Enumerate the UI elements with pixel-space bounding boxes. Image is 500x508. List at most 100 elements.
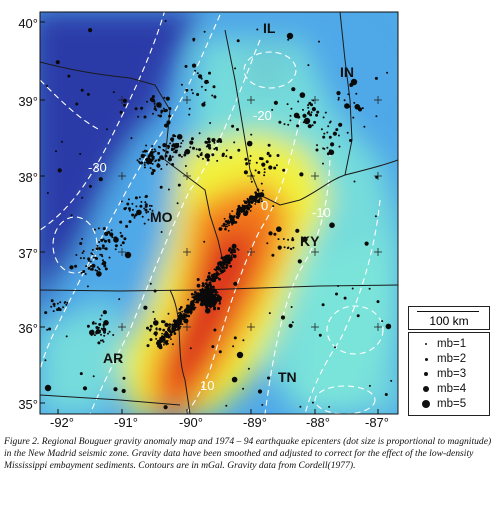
epicenter-dot: [214, 146, 218, 150]
epicenter-dot: [169, 154, 172, 157]
epicenter-dot: [139, 204, 143, 208]
epicenter-dot: [162, 328, 166, 332]
epicenter-dot: [238, 212, 241, 215]
epicenter-dot: [97, 332, 100, 334]
epicenter-dot: [207, 137, 210, 141]
epicenter-dot: [171, 155, 174, 158]
epicenter-dot: [145, 158, 148, 161]
epicenter-dot: [161, 332, 164, 335]
epicenter-dot: [244, 157, 248, 161]
epicenter-dot: [96, 266, 99, 269]
epicenter-dot: [218, 302, 221, 305]
epicenter-dot: [145, 150, 148, 153]
epicenter-dot: [241, 204, 244, 207]
epicenter-dot: [48, 327, 52, 331]
epicenter-dot: [216, 291, 219, 294]
epicenter-dot: [368, 287, 371, 290]
state-label-in: IN: [340, 64, 354, 80]
epicenter-dot: [268, 312, 271, 315]
epicenter-dot: [307, 124, 312, 129]
epicenter-dot: [189, 347, 192, 350]
epicenter-dot: [249, 210, 252, 212]
epicenter-dot: [94, 256, 97, 259]
legend-label-mb2: mb=2: [437, 353, 467, 365]
epicenter-dot: [149, 282, 152, 285]
epicenter-dot: [191, 92, 194, 95]
epicenter-dot: [212, 302, 216, 306]
epicenter-dot: [291, 321, 294, 324]
epicenter-dot: [92, 375, 95, 378]
lon-label-90: -90°: [179, 415, 203, 430]
lat-label-37: 37°: [18, 246, 38, 261]
epicenter-dot: [96, 269, 99, 272]
epicenter-dot: [188, 113, 191, 116]
epicenter-dot: [244, 200, 248, 205]
epicenter-dot: [273, 100, 278, 105]
epicenter-dot: [329, 120, 332, 123]
epicenter-dot: [157, 114, 160, 117]
epicenter-dot: [230, 256, 233, 259]
epicenter-dot: [153, 320, 159, 326]
epicenter-dot: [108, 330, 111, 333]
epicenter-dot: [188, 107, 191, 110]
epicenter-dot: [227, 259, 230, 261]
epicenter-dot: [191, 63, 197, 68]
epicenter-dot: [149, 338, 153, 342]
legend-label-mb3: mb=3: [437, 368, 467, 380]
lon-label-91: -91°: [114, 415, 138, 430]
epicenter-dot: [228, 254, 231, 257]
epicenter-dot: [297, 259, 302, 264]
epicenter-dot: [151, 209, 154, 212]
lat-label-39: 39°: [18, 94, 38, 109]
epicenter-dot: [128, 207, 131, 211]
epicenter-dot: [133, 216, 136, 219]
epicenter-dot: [233, 141, 236, 144]
epicenter-dot: [316, 110, 320, 114]
epicenter-dot: [149, 167, 152, 170]
epicenter-dot: [229, 156, 233, 159]
epicenter-dot: [120, 234, 124, 238]
epicenter-dot: [157, 339, 160, 343]
epicenter-dot: [173, 332, 177, 335]
epicenter-dot: [173, 142, 180, 149]
epicenter-dot: [102, 324, 105, 327]
epicenter-dot: [143, 154, 146, 157]
epicenter-dot: [175, 329, 178, 331]
epicenter-dot: [335, 128, 339, 132]
epicenter-dot: [242, 387, 245, 390]
epicenter-dot: [190, 88, 193, 91]
epicenter-dot: [249, 155, 252, 157]
epicenter-dot: [211, 94, 214, 97]
epicenter-dot: [368, 384, 371, 387]
legend-label-mb4: mb=4: [437, 383, 467, 395]
epicenter-dot: [192, 146, 195, 150]
epicenter-dot: [102, 238, 105, 241]
epicenter-dot: [288, 323, 293, 328]
epicenter-dot: [220, 272, 222, 275]
epicenter-dot: [237, 204, 241, 208]
epicenter-dot: [199, 289, 203, 292]
epicenter-dot: [98, 247, 101, 249]
epicenter-dot: [169, 330, 172, 333]
epicenter-dot: [336, 91, 341, 96]
epicenter-dot: [90, 267, 94, 271]
epicenter-dot: [220, 269, 225, 274]
epicenter-dot: [169, 336, 172, 338]
graticule: [118, 96, 382, 331]
epicenter-dot: [176, 323, 179, 326]
epicenter-dot: [228, 224, 230, 227]
epicenter-dot: [162, 143, 167, 148]
epicenter-dot: [173, 151, 176, 154]
epicenter-dot: [257, 194, 261, 197]
epicenter-dot: [338, 145, 341, 148]
epicenter-dot: [157, 163, 160, 165]
epicenter-dot: [218, 300, 221, 303]
epicenter-dot: [268, 154, 272, 158]
epicenter-dot: [211, 138, 216, 143]
epicenter-dot: [207, 278, 210, 281]
epicenter-dot: [329, 222, 335, 228]
epicenter-dot: [141, 215, 144, 218]
scale-bar: 100 km: [408, 306, 490, 330]
epicenter-dot: [307, 111, 310, 115]
epicenter-dot: [263, 168, 266, 171]
